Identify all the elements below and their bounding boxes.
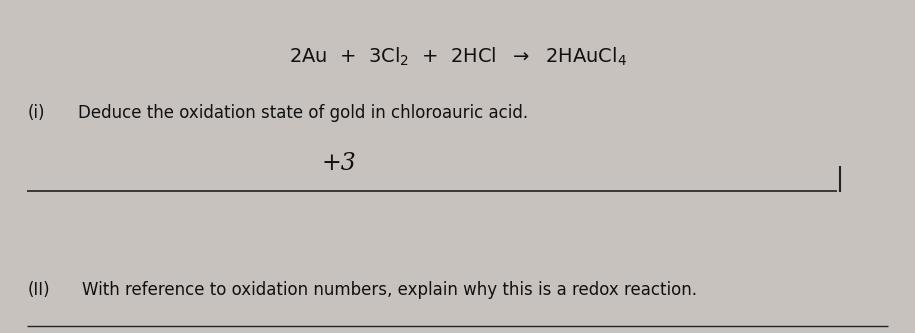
Text: (II): (II) — [27, 281, 50, 299]
Text: +3: +3 — [321, 152, 356, 175]
Text: Deduce the oxidation state of gold in chloroauric acid.: Deduce the oxidation state of gold in ch… — [78, 104, 528, 122]
Text: (i): (i) — [27, 104, 45, 122]
Text: With reference to oxidation numbers, explain why this is a redox reaction.: With reference to oxidation numbers, exp… — [82, 281, 697, 299]
Text: 2Au  +  3Cl$_2$  +  2HCl  $\rightarrow$  2HAuCl$_4$: 2Au + 3Cl$_2$ + 2HCl $\rightarrow$ 2HAuC… — [288, 46, 627, 68]
